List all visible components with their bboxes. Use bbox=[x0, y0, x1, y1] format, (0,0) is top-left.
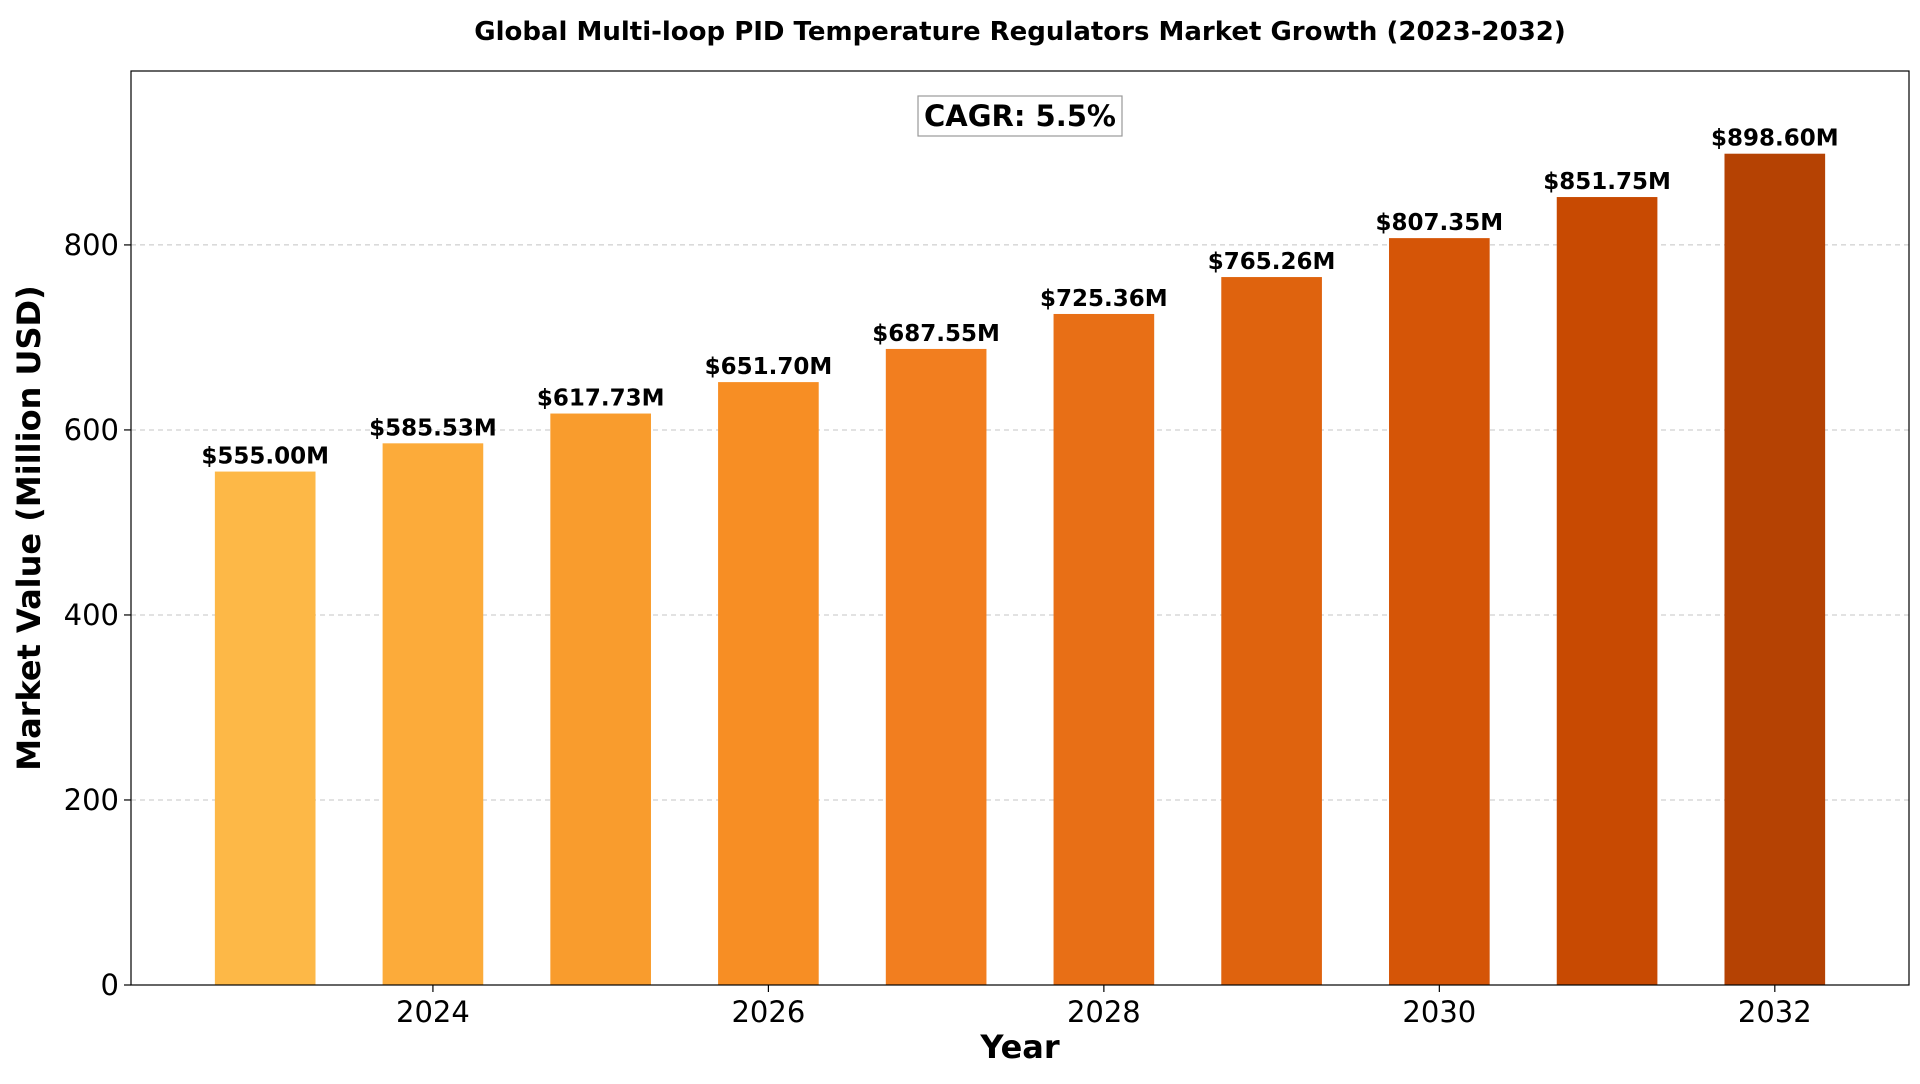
bar bbox=[1724, 153, 1826, 986]
bar-value-label: $898.60M bbox=[1711, 126, 1839, 152]
x-axis-ticks: 2024 2026 2028 2030 2032 bbox=[396, 985, 1812, 1029]
bar bbox=[885, 348, 987, 985]
cagr-annotation-box bbox=[917, 95, 1123, 137]
y-axis-label: Market Value (Million USD) bbox=[10, 285, 48, 770]
chart-title: Global Multi-loop PID Temperature Regula… bbox=[474, 17, 1566, 47]
bars bbox=[214, 153, 1826, 986]
y-tick-label: 400 bbox=[64, 598, 119, 632]
y-tick-label: 200 bbox=[64, 783, 119, 817]
bar-value-labels: $555.00M $585.53M $617.73M $651.70M $687.55M… bbox=[201, 126, 1838, 470]
bar bbox=[382, 443, 484, 985]
y-tick-label: 0 bbox=[101, 968, 119, 1002]
bar-value-label: $651.70M bbox=[705, 354, 833, 380]
bar bbox=[1221, 277, 1322, 986]
x-axis-label: Year bbox=[979, 1028, 1060, 1066]
bar-value-label: $725.36M bbox=[1040, 286, 1168, 312]
bar-value-label: $687.55M bbox=[872, 321, 1000, 347]
x-tick-label: 2028 bbox=[1067, 995, 1141, 1029]
bar bbox=[1556, 197, 1658, 985]
bar-value-label: $807.35M bbox=[1376, 210, 1504, 236]
bar bbox=[1389, 238, 1490, 986]
bar bbox=[550, 413, 651, 985]
x-tick-label: 2030 bbox=[1402, 995, 1476, 1029]
bar bbox=[214, 471, 316, 985]
x-tick-label: 2024 bbox=[396, 995, 470, 1029]
bar bbox=[718, 382, 819, 985]
bar-value-label: $555.00M bbox=[201, 444, 329, 470]
y-tick-label: 800 bbox=[64, 228, 119, 262]
cagr-annotation: CAGR: 5.5% bbox=[917, 95, 1123, 137]
cagr-annotation-text: CAGR: 5.5% bbox=[924, 99, 1116, 133]
bar-value-label: $617.73M bbox=[537, 386, 665, 412]
y-axis-ticks: 0 200 400 600 800 bbox=[64, 228, 131, 1002]
bar-value-label: $585.53M bbox=[369, 415, 497, 441]
x-tick-label: 2026 bbox=[731, 995, 805, 1029]
plot-area-frame bbox=[130, 70, 1910, 986]
y-tick-label: 600 bbox=[64, 413, 119, 447]
bar-value-label: $851.75M bbox=[1543, 169, 1671, 195]
bar bbox=[1053, 313, 1155, 985]
bar-value-label: $765.26M bbox=[1208, 249, 1336, 275]
x-tick-label: 2032 bbox=[1738, 995, 1812, 1029]
